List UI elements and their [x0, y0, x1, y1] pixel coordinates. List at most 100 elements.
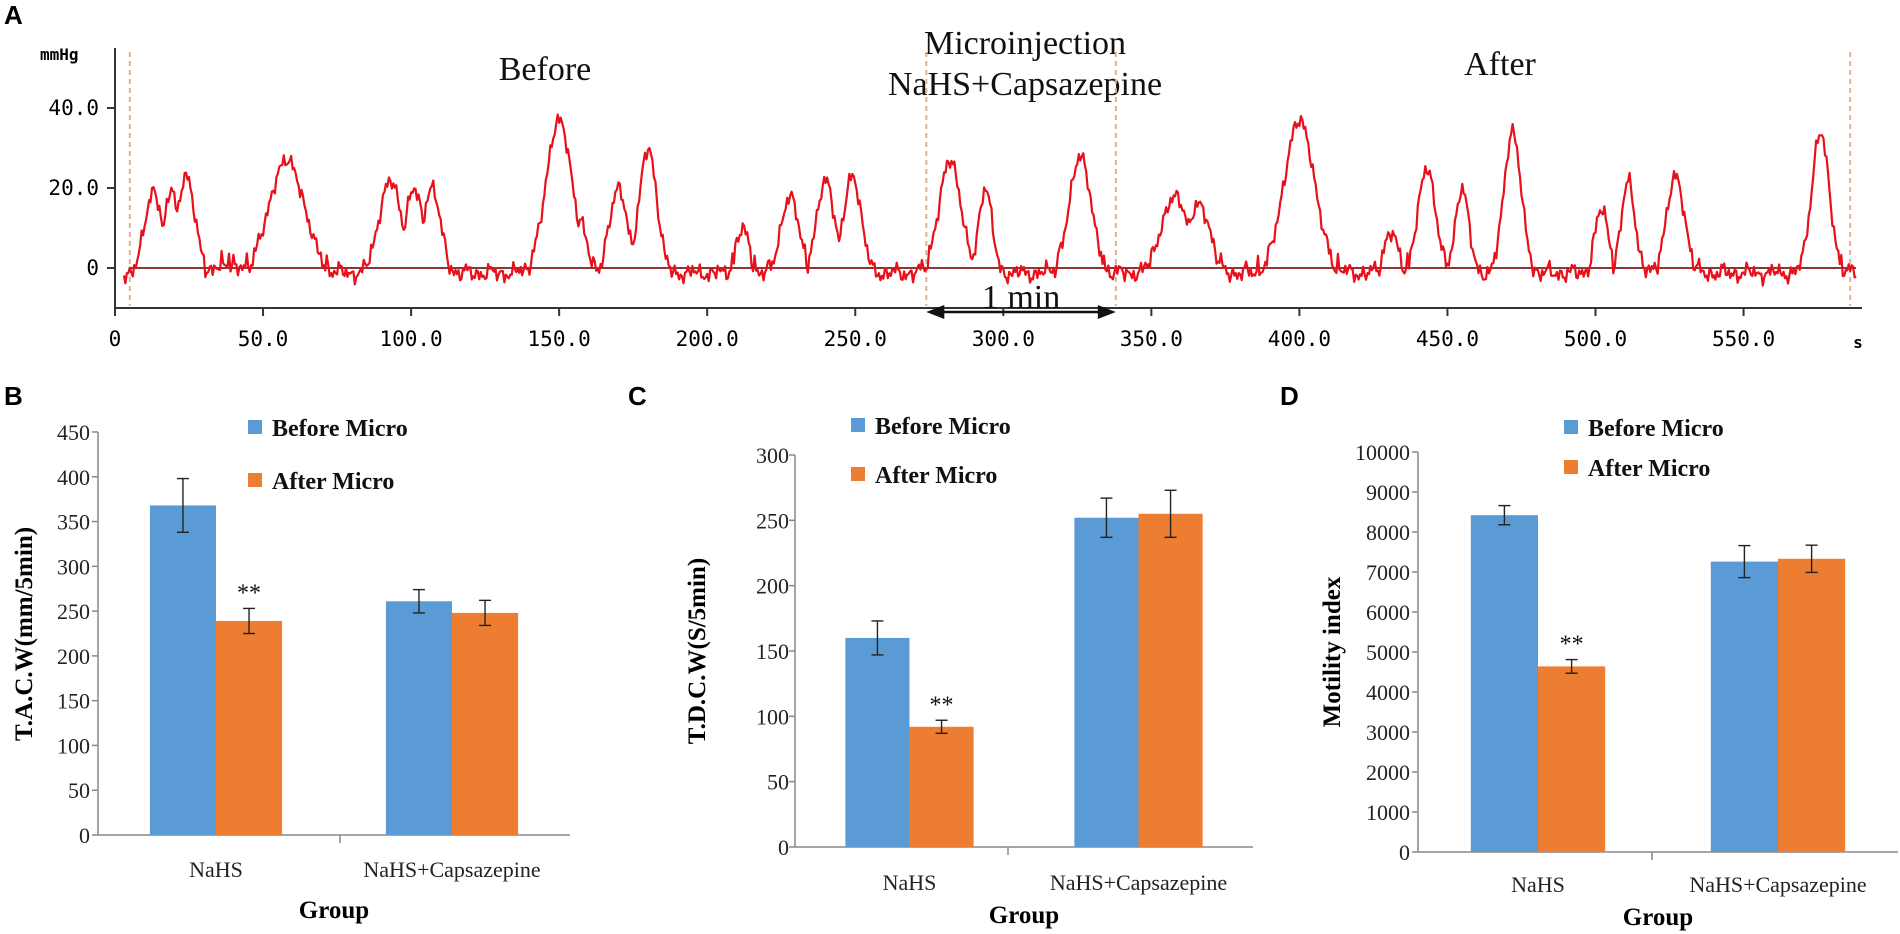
- legend-label-after: After Micro: [875, 463, 997, 489]
- y-tick-label: 200: [756, 574, 789, 599]
- bar-after-1: [452, 612, 519, 835]
- legend-label-before: Before Micro: [272, 416, 408, 442]
- y-axis-title: T.A.C.W(mm/5min): [11, 527, 38, 741]
- legend-label-after: After Micro: [1588, 456, 1710, 482]
- y-tick-label: 200: [57, 644, 90, 669]
- panel-letter-c: C: [628, 381, 647, 411]
- bar-after-0: [216, 620, 283, 835]
- arrowhead-left-icon: [926, 305, 945, 319]
- one-minute-span: 1 min: [926, 279, 1116, 319]
- y-tick-label: 0: [778, 835, 789, 860]
- y-tick-label: 40.0: [48, 96, 99, 120]
- y-tick-label: 0: [1399, 840, 1410, 865]
- x-tick-label: 250.0: [824, 327, 887, 351]
- y-tick-label: 400: [57, 465, 90, 490]
- microinjection-label: Microinjection: [924, 25, 1126, 62]
- y-tick-label: 250: [57, 599, 90, 624]
- panel-letter-b: B: [4, 381, 23, 411]
- y-tick-label: 300: [756, 443, 789, 468]
- y-tick-label: 250: [756, 508, 789, 533]
- bar-before-0: [1470, 515, 1538, 852]
- bar-panel-c: C 0 50 100 150 200 250 300 NaHS NaHS+Capsazepine…: [628, 381, 1253, 929]
- x-axis-title: Group: [989, 902, 1059, 929]
- legend-swatch-after: [851, 467, 865, 481]
- pressure-trace: [122, 113, 1857, 287]
- y-tick-label: 350: [57, 510, 90, 535]
- trace-panel: A mmHg Before Microinjection NaHS+Capsaz…: [4, 0, 1863, 352]
- significance-marker: **: [930, 692, 954, 718]
- x-tick-label: 0: [109, 327, 122, 351]
- significance-marker: **: [237, 580, 261, 606]
- y-tick-label: 20.0: [48, 176, 99, 200]
- bar-before-0: [149, 505, 216, 835]
- legend-label-before: Before Micro: [875, 414, 1011, 440]
- x-tick-label: 100.0: [379, 327, 442, 351]
- event-markers: [128, 52, 1852, 306]
- y-tick-label: 50: [767, 770, 789, 795]
- y-unit-label: mmHg: [40, 45, 79, 64]
- x-tick-label: 350.0: [1120, 327, 1183, 351]
- x-tick-label: 150.0: [528, 327, 591, 351]
- y-tick-label: 1000: [1366, 800, 1410, 825]
- bar-after-1: [1138, 513, 1203, 847]
- bar-after-0: [1538, 666, 1606, 852]
- y-tick-label: 9000: [1366, 480, 1410, 505]
- category-label: NaHS+Capsazepine: [1689, 872, 1866, 897]
- legend-swatch-before: [851, 418, 865, 432]
- bar-before-0: [845, 637, 910, 847]
- y-tick-label: 50: [68, 778, 90, 803]
- trace-y-ticks: 0 20.0 40.0: [48, 96, 115, 280]
- bar-panel-b: B 0 50 100 150 200 250 300 350 400 450 NaHS NaHS+Ca…: [4, 381, 570, 924]
- y-tick-label: 8000: [1366, 520, 1410, 545]
- x-tick-label: 500.0: [1564, 327, 1627, 351]
- y-tick-label: 6000: [1366, 600, 1410, 625]
- x-axis-title: Group: [1623, 904, 1693, 931]
- bar-before-1: [1710, 561, 1778, 852]
- x-axis-title: Group: [299, 897, 369, 924]
- x-tick-label: 450.0: [1416, 327, 1479, 351]
- y-axis-title: Motility index: [1319, 576, 1346, 727]
- trace-x-ticks: 0 50.0 100.0 150.0 200.0 250.0 300.0 350.0 400.0…: [109, 308, 1775, 351]
- y-tick-label: 4000: [1366, 680, 1410, 705]
- duration-label: 1 min: [982, 279, 1060, 316]
- x-tick-label: 200.0: [676, 327, 739, 351]
- legend-swatch-after: [248, 473, 262, 487]
- arrowhead-right-icon: [1097, 305, 1116, 319]
- y-axis-title: T.D.C.W(S/5min): [684, 558, 711, 744]
- panel-letter-d: D: [1280, 381, 1299, 411]
- legend-swatch-before: [1564, 420, 1578, 434]
- legend-swatch-before: [248, 420, 262, 434]
- bar-before-1: [385, 601, 452, 835]
- y-tick-label: 7000: [1366, 560, 1410, 585]
- significance-marker: **: [1560, 632, 1584, 658]
- category-label: NaHS+Capsazepine: [1050, 870, 1227, 895]
- y-tick-label: 2000: [1366, 760, 1410, 785]
- category-label: NaHS: [189, 857, 243, 882]
- y-tick-label: 5000: [1366, 640, 1410, 665]
- after-label: After: [1464, 46, 1536, 83]
- legend-label-before: Before Micro: [1588, 416, 1724, 442]
- bar-panel-d: D 0 1000 2000 3000 4000 5000 6000 7000 8000 9000 1…: [1280, 381, 1898, 931]
- y-tick-label: 0: [79, 823, 90, 848]
- legend-label-after: After Micro: [272, 469, 394, 495]
- category-label: NaHS: [883, 870, 937, 895]
- before-label: Before: [499, 51, 592, 88]
- y-tick-label: 10000: [1355, 440, 1410, 465]
- y-tick-label: 300: [57, 554, 90, 579]
- y-tick-label: 450: [57, 420, 90, 445]
- x-tick-label: 300.0: [972, 327, 1035, 351]
- x-tick-label: 400.0: [1268, 327, 1331, 351]
- bar-before-1: [1074, 517, 1139, 847]
- category-label: NaHS+Capsazepine: [363, 857, 540, 882]
- y-tick-label: 3000: [1366, 720, 1410, 745]
- y-tick-label: 150: [756, 639, 789, 664]
- bar-after-0: [909, 726, 974, 847]
- y-tick-label: 0: [86, 256, 99, 280]
- x-unit-label: s: [1853, 333, 1863, 352]
- x-tick-label: 50.0: [238, 327, 289, 351]
- legend-swatch-after: [1564, 460, 1578, 474]
- y-tick-label: 150: [57, 689, 90, 714]
- x-tick-label: 550.0: [1712, 327, 1775, 351]
- panel-letter-a: A: [4, 0, 23, 30]
